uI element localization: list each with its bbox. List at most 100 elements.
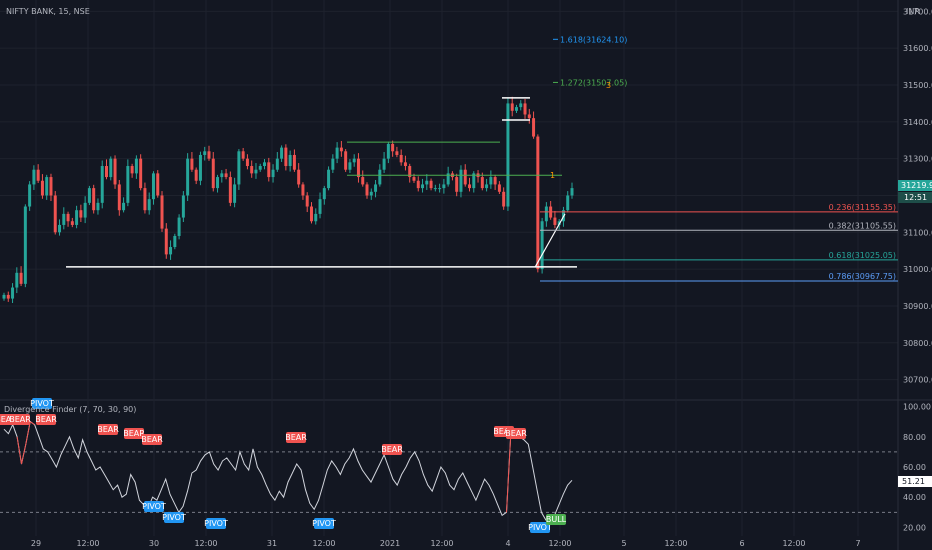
candle-body[interactable] <box>527 114 531 119</box>
signal-badge[interactable] <box>206 518 226 529</box>
candle-body[interactable] <box>408 166 412 178</box>
candle-body[interactable] <box>301 184 305 196</box>
candle-body[interactable] <box>147 199 151 211</box>
candle-body[interactable] <box>203 151 207 155</box>
signal-badge[interactable] <box>314 518 334 529</box>
candle-body[interactable] <box>245 158 249 167</box>
candle-body[interactable] <box>544 206 548 222</box>
candle-body[interactable] <box>28 184 32 207</box>
candle-body[interactable] <box>514 107 518 111</box>
candle-body[interactable] <box>493 177 497 185</box>
candle-body[interactable] <box>356 158 360 178</box>
candle-body[interactable] <box>485 184 489 189</box>
signal-badge[interactable] <box>142 434 162 445</box>
candle-body[interactable] <box>455 177 459 192</box>
candle-body[interactable] <box>309 206 313 222</box>
candle-body[interactable] <box>331 158 335 170</box>
signal-markers[interactable]: BEARBEARBEARPIVOTBEARBEARBEARPIVOTPIVOTP… <box>0 398 567 533</box>
candle-body[interactable] <box>374 184 378 192</box>
candle-body[interactable] <box>263 162 267 167</box>
candle-body[interactable] <box>386 143 390 159</box>
candle-body[interactable] <box>327 169 331 189</box>
candle-body[interactable] <box>553 217 557 225</box>
candle-body[interactable] <box>459 169 463 192</box>
signal-badge[interactable] <box>164 512 184 523</box>
candle-body[interactable] <box>438 188 442 190</box>
candle-body[interactable] <box>2 294 6 299</box>
candle-body[interactable] <box>395 151 399 155</box>
candle-body[interactable] <box>130 166 134 174</box>
drawing-overlays[interactable] <box>66 97 577 268</box>
candle-body[interactable] <box>220 173 224 178</box>
signal-badge[interactable] <box>32 398 52 409</box>
candle-body[interactable] <box>339 147 343 152</box>
candle-body[interactable] <box>510 103 514 111</box>
candle-body[interactable] <box>305 195 309 207</box>
candle-body[interactable] <box>186 158 190 196</box>
candle-body[interactable] <box>472 173 476 189</box>
candle-body[interactable] <box>425 180 429 185</box>
candle-body[interactable] <box>58 224 62 233</box>
candle-body[interactable] <box>79 210 83 218</box>
candle-body[interactable] <box>382 158 386 170</box>
candle-body[interactable] <box>113 158 117 185</box>
candle-body[interactable] <box>6 294 10 299</box>
candle-body[interactable] <box>314 213 318 222</box>
candle-body[interactable] <box>156 173 160 196</box>
osc-line[interactable] <box>3 420 573 526</box>
candle-body[interactable] <box>169 247 173 255</box>
candle-body[interactable] <box>463 169 467 185</box>
candle-body[interactable] <box>506 103 510 207</box>
candle-body[interactable] <box>66 213 70 222</box>
candle-body[interactable] <box>412 177 416 181</box>
candle-body[interactable] <box>109 158 113 178</box>
candle-body[interactable] <box>335 147 339 159</box>
candle-body[interactable] <box>92 188 96 211</box>
signal-badge[interactable] <box>10 414 30 425</box>
signal-badge[interactable] <box>36 414 56 425</box>
candle-body[interactable] <box>446 173 450 185</box>
candle-body[interactable] <box>87 188 91 203</box>
candle-body[interactable] <box>322 188 326 200</box>
candle-body[interactable] <box>391 143 395 152</box>
candle-body[interactable] <box>143 188 147 211</box>
time-axis[interactable]: 29 12:00 30 12:00 31 12:00 2021 12:00 4 12:00 5 12:… <box>31 539 861 548</box>
candle-body[interactable] <box>139 158 143 189</box>
candle-body[interactable] <box>151 173 155 200</box>
candle-body[interactable] <box>489 177 493 185</box>
fibonacci-levels[interactable] <box>540 38 898 282</box>
candle-body[interactable] <box>23 206 27 284</box>
candle-body[interactable] <box>369 191 373 196</box>
signal-badge[interactable] <box>286 432 306 443</box>
candle-body[interactable] <box>32 169 36 185</box>
candle-body[interactable] <box>254 169 258 174</box>
signal-badge[interactable] <box>530 522 550 533</box>
wedge-line[interactable] <box>534 213 566 268</box>
candle-body[interactable] <box>497 184 501 192</box>
candle-body[interactable] <box>365 184 369 196</box>
candle-body[interactable] <box>288 154 292 167</box>
candle-body[interactable] <box>100 166 104 203</box>
candle-body[interactable] <box>228 177 232 203</box>
candle-body[interactable] <box>292 154 296 170</box>
candle-body[interactable] <box>117 184 121 211</box>
candle-body[interactable] <box>403 162 407 167</box>
candle-body[interactable] <box>344 151 348 170</box>
candle-body[interactable] <box>40 180 44 196</box>
candle-body[interactable] <box>83 202 87 218</box>
candle-body[interactable] <box>216 177 220 189</box>
candle-body[interactable] <box>181 195 185 218</box>
candle-body[interactable] <box>433 188 437 190</box>
candle-body[interactable] <box>429 180 433 189</box>
candle-body[interactable] <box>49 177 53 196</box>
candle-body[interactable] <box>190 158 194 170</box>
candle-body[interactable] <box>198 154 202 181</box>
signal-badge[interactable] <box>546 514 566 525</box>
candle-body[interactable] <box>480 177 484 189</box>
candle-body[interactable] <box>164 228 168 255</box>
candle-body[interactable] <box>224 173 228 178</box>
candle-body[interactable] <box>19 272 23 284</box>
candle-body[interactable] <box>297 169 301 185</box>
candle-body[interactable] <box>250 166 254 174</box>
candle-body[interactable] <box>207 151 211 159</box>
